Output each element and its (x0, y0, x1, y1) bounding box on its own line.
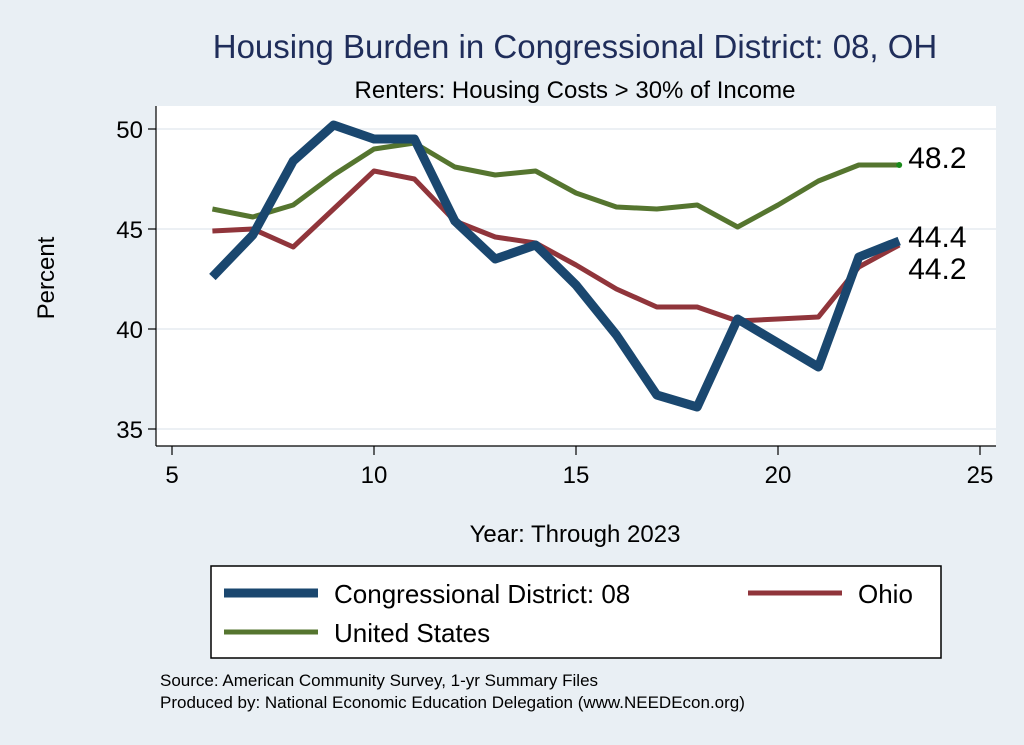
x-tick-label-25: 25 (967, 462, 994, 489)
x-tick-label-10: 10 (361, 462, 388, 489)
series-line-district (209, 120, 901, 412)
legend-label-united-states: United States (334, 618, 490, 648)
series-line-ohio (212, 168, 901, 324)
end-label-ohio: 44.2 (908, 253, 966, 286)
legend-label-ohio: Ohio (858, 579, 913, 609)
legend-box (210, 565, 942, 659)
grid (156, 128, 996, 430)
y-tick-label-45: 45 (116, 217, 143, 244)
x-tick-label-20: 20 (765, 462, 792, 489)
chart-subtitle: Renters: Housing Costs > 30% of Income (355, 77, 796, 104)
source-note: Source: American Community Survey, 1-yr … (160, 671, 598, 690)
x-axis-title: Year: Through 2023 (470, 521, 681, 548)
legend-label-district: Congressional District: 08 (334, 579, 630, 609)
series-line-united-states (211, 140, 900, 230)
y-axis-title: Percent (33, 236, 60, 319)
end-marker-united-states (896, 162, 903, 168)
y-tick-label-40: 40 (116, 317, 143, 344)
legend: Congressional District: 08 Ohio United S… (210, 565, 942, 659)
end-label-united-states: 48.2 (908, 142, 966, 175)
end-label-district: 44.4 (908, 221, 966, 254)
plot-area (156, 106, 996, 446)
chart-title: Housing Burden in Congressional District… (213, 28, 938, 65)
end-labels: 44.444.2 48.2 (908, 142, 966, 286)
x-tick-label-5: 5 (165, 462, 178, 489)
axes: 35 40 45 50 5 10 15 20 25 (116, 106, 996, 489)
produced-by-note: Produced by: National Economic Education… (160, 693, 745, 712)
y-tick-label-50: 50 (116, 117, 143, 144)
series-group (209, 120, 903, 412)
y-tick-label-35: 35 (116, 417, 143, 444)
x-tick-label-15: 15 (563, 462, 590, 489)
